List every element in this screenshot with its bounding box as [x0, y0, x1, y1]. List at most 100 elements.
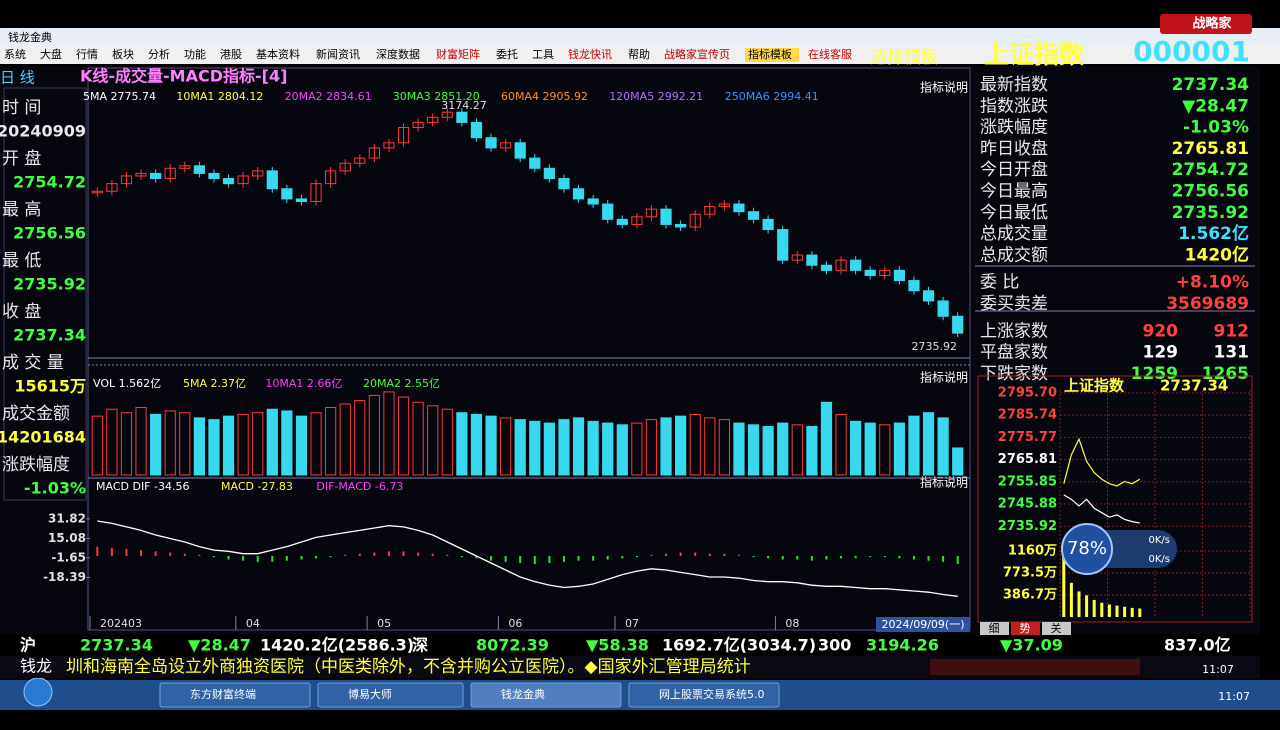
volume-bar — [733, 422, 745, 476]
volume-bar — [747, 424, 760, 476]
volume-bar — [893, 422, 905, 476]
volume-bar — [150, 413, 162, 476]
macd-bar — [781, 556, 784, 560]
x-tick-label: 08 — [785, 617, 799, 630]
quote-label: 委 比 — [980, 273, 1019, 293]
tab[interactable] — [1042, 622, 1071, 635]
macd-bar — [387, 551, 390, 556]
menu-item[interactable]: 委托 — [496, 47, 518, 61]
macd-bar — [329, 556, 332, 558]
candle — [456, 111, 468, 123]
menu-item[interactable]: 板块 — [112, 47, 134, 61]
macd-bar — [169, 552, 172, 556]
help-link[interactable]: 指标说明 — [920, 80, 968, 95]
menu-item[interactable]: 基本资料 — [256, 47, 300, 61]
menu-item[interactable]: 战略家宣传页 — [664, 47, 730, 61]
intraday-tick-label: 2775.77 — [998, 430, 1057, 445]
window-title: 钱龙金典 — [8, 30, 52, 44]
candle — [791, 254, 803, 261]
task-button[interactable] — [159, 682, 311, 708]
quote-value: ▼28.47 — [1182, 96, 1249, 116]
macd-bar — [694, 552, 697, 556]
menu-item[interactable]: 深度数据 — [376, 47, 420, 61]
menu-item[interactable]: 帮助 — [628, 47, 650, 61]
task-button[interactable] — [470, 682, 622, 708]
macd-bar — [242, 556, 245, 561]
menu-highlight — [745, 48, 799, 62]
menu-item[interactable]: 钱龙快讯 — [568, 47, 612, 61]
volume-bar — [864, 422, 876, 476]
menu-item[interactable]: 在线客服 — [808, 47, 852, 61]
quote-label: 下跌家数 — [980, 364, 1048, 384]
macd-bar — [723, 553, 726, 556]
task-label[interactable]: 东方财富终端 — [190, 687, 256, 701]
volume-bar — [368, 394, 380, 476]
macd-bar — [665, 553, 668, 556]
task-button[interactable] — [628, 682, 780, 708]
macd-bar — [679, 552, 682, 556]
menu-item[interactable]: 财富矩阵 — [436, 47, 480, 61]
quote-label: 委买卖差 — [980, 294, 1048, 314]
tab[interactable] — [980, 622, 1009, 635]
menu-item[interactable]: 港股 — [220, 48, 242, 61]
menu-item[interactable]: 新闻资讯 — [316, 47, 360, 61]
intraday-volume — [1092, 599, 1096, 617]
net-up: 0K/s — [1149, 535, 1171, 546]
task-label[interactable]: 博易大师 — [348, 687, 392, 701]
menu-item[interactable]: 系统 — [4, 48, 26, 61]
help-link[interactable]: 指标说明 — [920, 370, 968, 385]
menu-item[interactable]: 工具 — [532, 48, 554, 61]
task-label[interactable]: 钱龙金典 — [501, 687, 545, 701]
menu-item[interactable]: 大盘 — [40, 47, 62, 61]
quote-value: 2756.56 — [1172, 182, 1249, 202]
tab[interactable] — [1011, 622, 1040, 635]
menu-item[interactable]: 分析 — [148, 47, 170, 61]
menu-item[interactable]: 行情 — [76, 48, 98, 61]
quote-value: 1.562亿 — [1178, 223, 1249, 244]
intraday-volume — [1085, 595, 1089, 617]
task-button[interactable] — [317, 682, 464, 708]
candle — [208, 172, 220, 180]
info-value: 20240909 — [0, 122, 86, 141]
macd-legend: MACD -27.83 — [221, 480, 293, 493]
ma-legend: 5MA 2775.74 — [83, 90, 156, 103]
tab-label[interactable]: 势 — [1020, 622, 1031, 635]
volume-bar — [529, 420, 541, 476]
menu-item[interactable]: 功能 — [184, 47, 206, 61]
task-label[interactable]: 网上股票交易系统5.0 — [659, 687, 765, 701]
macd-legend: DIF-MACD -6.73 — [316, 480, 403, 493]
help-link[interactable]: 指标说明 — [920, 475, 968, 490]
quote-value: 1259 — [1131, 364, 1178, 384]
volume-bar — [514, 419, 526, 476]
candle — [820, 264, 833, 271]
template-select[interactable]: 选择模板 — [870, 48, 938, 68]
cursor-date-box — [876, 617, 970, 632]
high-label: 3174.27 — [441, 99, 487, 112]
tab-label[interactable]: 关 — [1051, 621, 1062, 635]
intraday-volume — [1100, 602, 1104, 617]
start-button[interactable] — [23, 677, 53, 707]
candle — [747, 211, 760, 220]
status-bar — [0, 635, 1260, 655]
macd-bar — [446, 554, 449, 556]
brand-button[interactable] — [1160, 14, 1252, 34]
tab-label[interactable]: 细 — [989, 622, 1000, 635]
status-item: 沪 — [20, 636, 36, 655]
volume-bar — [616, 424, 628, 476]
quote-label: 今日最高 — [980, 182, 1048, 202]
ma-legend: 120MA5 2992.21 — [609, 90, 703, 103]
quote-label: 总成交量 — [980, 224, 1048, 244]
macd-bar — [927, 556, 930, 561]
candle — [106, 183, 118, 192]
ma-legend: 10MA1 2804.12 — [176, 90, 263, 103]
menu-item[interactable]: 指标模板 — [748, 47, 792, 61]
volume-bar — [383, 391, 395, 476]
macd-bar — [621, 556, 624, 559]
quote-value: 2754.72 — [1172, 160, 1249, 180]
net-down: 0K/s — [1149, 554, 1171, 565]
volume-bar — [718, 419, 730, 476]
intraday-volume — [1123, 606, 1127, 617]
status-item: 2737.34 — [80, 636, 153, 655]
volume-bar — [412, 401, 424, 476]
